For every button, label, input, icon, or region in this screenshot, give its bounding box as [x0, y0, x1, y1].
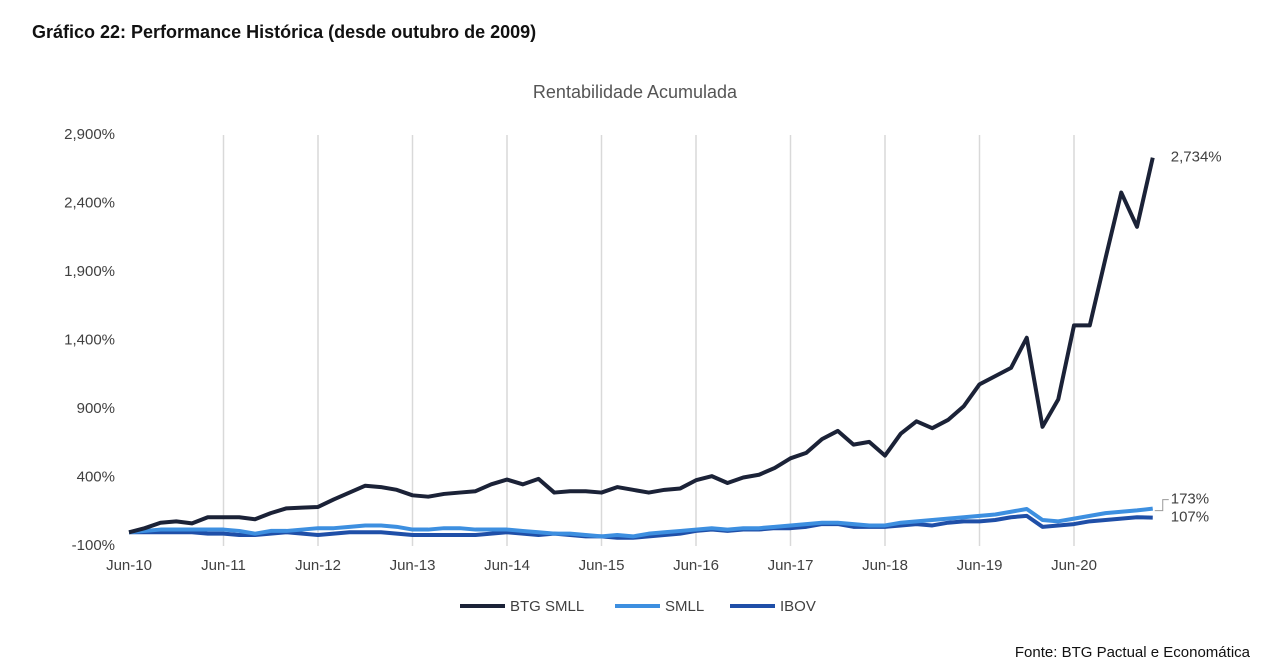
- series-line: [129, 513, 1153, 540]
- y-tick-label: 2,900%: [64, 126, 115, 143]
- figure-title: Gráfico 22: Performance Histórica (desde…: [32, 22, 536, 42]
- x-tick-label: Jun-15: [579, 557, 625, 574]
- x-tick-label: Jun-16: [673, 557, 719, 574]
- y-tick-label: 1,900%: [64, 263, 115, 280]
- y-tick-label: -100%: [72, 537, 115, 554]
- leader-line: [1154, 499, 1169, 512]
- series-line: [128, 157, 1155, 535]
- x-tick-label: Jun-10: [106, 557, 152, 574]
- legend-label: BTG SMLL: [510, 598, 584, 615]
- x-tick-label: Jun-19: [957, 557, 1003, 574]
- x-tick-label: Jun-17: [768, 557, 814, 574]
- series-line: [128, 506, 1153, 539]
- y-tick-label: 400%: [77, 468, 115, 485]
- chart-title: Rentabilidade Acumulada: [533, 82, 738, 102]
- x-tick-label: Jun-11: [201, 557, 246, 574]
- y-tick-label: 1,400%: [64, 331, 115, 348]
- x-tick-label: Jun-20: [1051, 557, 1097, 574]
- source: Fonte: BTG Pactual e Economática: [1015, 644, 1251, 661]
- annotation: 173%: [1171, 491, 1209, 508]
- annotation: 2,734%: [1171, 149, 1222, 166]
- annotation: 107%: [1171, 509, 1209, 526]
- y-tick-label: 900%: [77, 400, 115, 417]
- x-tick-label: Jun-13: [390, 557, 436, 574]
- legend-label: IBOV: [780, 598, 816, 615]
- y-tick-label: 2,400%: [64, 194, 115, 211]
- x-tick-label: Jun-12: [295, 557, 341, 574]
- x-tick-label: Jun-14: [484, 557, 530, 574]
- x-tick-label: Jun-18: [862, 557, 908, 574]
- legend-label: SMLL: [665, 598, 704, 615]
